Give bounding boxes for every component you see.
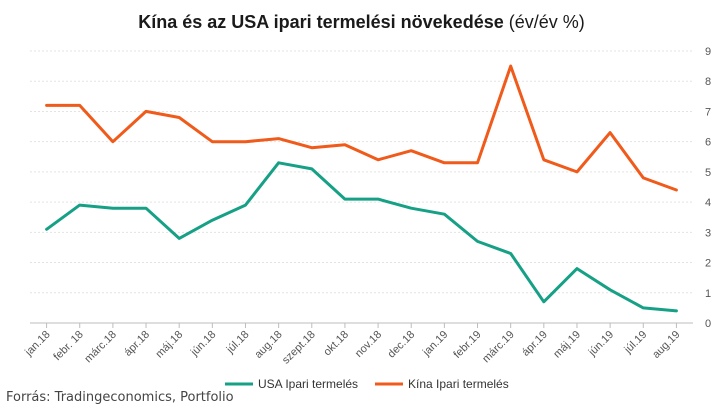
china-series-line: [45, 64, 678, 192]
chart-title-main: Kína és az USA ipari termelési növekedés…: [138, 12, 504, 32]
x-tick-label: jan.18: [22, 329, 52, 359]
x-tick-label: febr. 18: [51, 329, 85, 363]
y-tick-label: 7: [705, 106, 711, 118]
y-tick-label: 5: [705, 167, 711, 179]
y-tick-label: 9: [705, 46, 711, 58]
x-tick-label: jún.19: [586, 329, 616, 359]
x-tick-label: júl.18: [224, 329, 252, 357]
x-tick-label: okt.18: [321, 329, 351, 359]
x-tick-label: júl.19: [622, 329, 650, 357]
x-tick-label: ápr.18: [122, 329, 152, 359]
y-tick-label: 2: [705, 258, 711, 270]
y-tick-label: 3: [705, 227, 711, 239]
x-tick-label: jún.18: [188, 329, 218, 359]
legend-label: Kína Ipari termelés: [408, 377, 509, 391]
x-tick-label: márc.18: [82, 329, 119, 366]
x-tick-label: jan.19: [420, 329, 450, 359]
x-tick-label: aug.18: [252, 329, 284, 361]
y-tick-label: 1: [705, 288, 711, 300]
source-note: Forrás: Tradingeconomics, Portfolio: [6, 390, 234, 405]
x-tick-label: márc.19: [480, 329, 517, 366]
chart-title-unit: (év/év %): [508, 12, 585, 32]
x-tick-label: máj.18: [153, 329, 185, 361]
legend-label: USA Ipari termelés: [258, 377, 358, 391]
x-tick-label: dec.18: [386, 329, 418, 361]
y-tick-label: 0: [705, 318, 711, 330]
x-tick-label: szept.18: [280, 329, 318, 367]
x-tick-label: ápr.19: [520, 329, 550, 359]
y-tick-label: 6: [705, 137, 711, 149]
y-tick-label: 4: [705, 197, 711, 209]
usa-series-line: [45, 161, 678, 313]
x-tick-label: máj.19: [551, 329, 583, 361]
chart-title: Kína és az USA ipari termelési növekedés…: [0, 12, 723, 33]
y-tick-label: 8: [705, 76, 711, 88]
x-tick-label: nov.18: [353, 329, 384, 360]
x-tick-label: febr.19: [451, 329, 483, 361]
x-tick-label: aug.19: [650, 329, 682, 361]
